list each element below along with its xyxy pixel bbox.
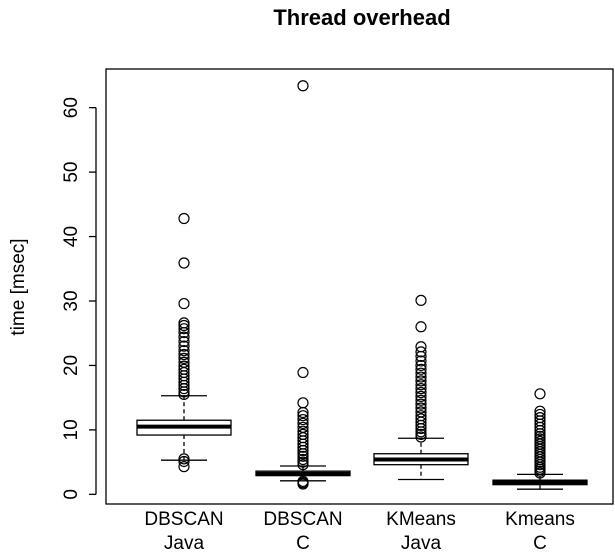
outlier-3-14: [534, 433, 546, 445]
box-group-0: [136, 212, 232, 473]
outlier-1-6: [297, 450, 309, 462]
outlier-2-17: [415, 371, 427, 383]
outlier-1-4: [297, 456, 309, 468]
outlier-0-18: [178, 336, 190, 348]
x-tick-label-0-1: Java: [164, 533, 205, 554]
outlier-1-18: [297, 410, 309, 422]
outlier-3-21: [534, 412, 546, 424]
outlier-2-0: [415, 431, 427, 443]
outlier-1-20: [297, 397, 309, 409]
outlier-1-17: [297, 413, 309, 426]
outlier-0-22: [178, 319, 190, 332]
outlier-2-11: [415, 394, 427, 406]
outlier-2-9: [415, 402, 427, 414]
y-axis: 0 10 20 30 40 50 60: [61, 97, 97, 500]
x-tick-label-3-0: Kmeans: [505, 509, 575, 530]
outlier-1-14: [297, 425, 309, 437]
outlier-2-14: [415, 383, 427, 395]
y-tick-label-0: 0: [61, 489, 82, 500]
boxes-layer: [136, 80, 588, 490]
outlier-0-23: [178, 317, 190, 329]
outlier-2-26: [415, 294, 427, 306]
outlier-0-14: [178, 352, 190, 364]
outlier-1-5: [297, 453, 309, 466]
outlier-2-13: [415, 386, 427, 399]
outlier-1-2: [297, 475, 309, 488]
outlier-2-7: [415, 410, 427, 422]
outlier-2-18: [415, 367, 427, 379]
outlier-2-12: [415, 390, 427, 402]
outlier-0-25: [178, 257, 190, 269]
outlier-0-21: [178, 323, 190, 335]
y-tick-label-1: 10: [61, 419, 82, 440]
x-tick-label-1-1: C: [296, 533, 310, 554]
outlier-0-13: [178, 356, 190, 368]
y-axis-label: time [msec]: [8, 238, 29, 335]
y-tick-label-3: 30: [61, 290, 82, 311]
box-group-2: [373, 294, 469, 481]
outlier-0-15: [178, 348, 190, 361]
outlier-0-1: [178, 455, 190, 468]
outlier-0-12: [178, 360, 190, 372]
x-tick-label-2-0: KMeans: [386, 509, 456, 530]
outlier-2-24: [415, 341, 427, 353]
plot-frame: [105, 68, 614, 505]
outlier-0-26: [178, 212, 190, 225]
outlier-2-8: [415, 406, 427, 418]
outlier-2-19: [415, 363, 427, 375]
x-tick-label-3-1: C: [533, 533, 547, 554]
x-axis: DBSCAN Java DBSCAN C KMeans Java Kmeans C: [144, 509, 574, 554]
y-tick-label-2: 20: [61, 355, 82, 376]
outlier-2-21: [415, 355, 427, 367]
outlier-0-16: [178, 345, 190, 357]
outlier-1-21: [297, 366, 309, 379]
box-group-3: [492, 388, 588, 490]
outlier-2-10: [415, 398, 427, 410]
x-tick-label-2-1: Java: [401, 533, 442, 554]
chart-title: Thread overhead: [273, 5, 450, 30]
outlier-0-17: [178, 340, 190, 352]
outlier-2-16: [415, 375, 427, 387]
outlier-0-11: [178, 363, 190, 375]
x-tick-label-0-0: DBSCAN: [144, 509, 223, 530]
outlier-0-0: [178, 461, 190, 473]
y-tick-label-4: 40: [61, 226, 82, 247]
outlier-1-3: [297, 459, 309, 471]
y-tick-label-5: 50: [61, 162, 82, 183]
box-group-1: [255, 80, 351, 490]
outlier-2-23: [415, 346, 427, 358]
outlier-1-16: [297, 417, 309, 430]
outlier-3-15: [534, 430, 546, 442]
outlier-1-22: [297, 80, 309, 92]
outlier-0-3: [178, 388, 190, 401]
outlier-0-2: [178, 453, 190, 465]
outlier-3-24: [534, 388, 546, 400]
outlier-2-1: [415, 428, 427, 440]
outlier-3-22: [534, 408, 546, 421]
outlier-2-25: [415, 321, 427, 333]
outlier-2-6: [415, 413, 427, 425]
outlier-3-13: [534, 435, 546, 448]
x-tick-label-1-0: DBSCAN: [263, 509, 342, 530]
y-tick-label-6: 60: [61, 97, 82, 118]
outlier-2-20: [415, 359, 427, 372]
outlier-3-23: [534, 405, 546, 417]
outlier-0-24: [178, 297, 190, 310]
outlier-0-19: [178, 331, 190, 343]
outlier-2-15: [415, 379, 427, 391]
outlier-1-13: [297, 428, 309, 440]
outlier-1-15: [297, 421, 309, 433]
